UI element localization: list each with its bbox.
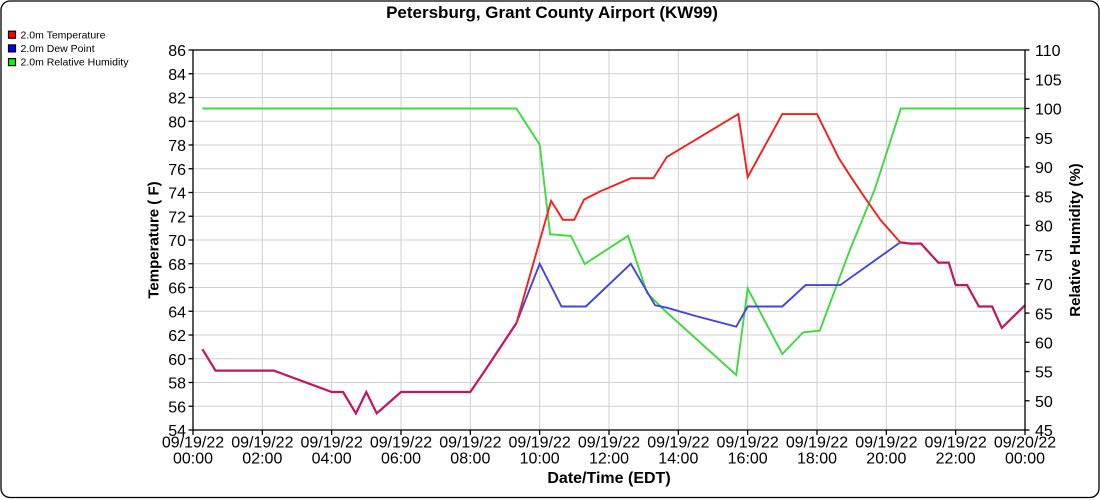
svg-text:64: 64 xyxy=(168,304,186,321)
svg-text:78: 78 xyxy=(168,138,186,155)
svg-text:86: 86 xyxy=(168,43,186,60)
svg-text:84: 84 xyxy=(168,67,186,84)
svg-text:60: 60 xyxy=(168,352,186,369)
svg-text:09/20/22: 09/20/22 xyxy=(994,435,1056,452)
svg-text:09/19/22: 09/19/22 xyxy=(439,435,501,452)
svg-text:85: 85 xyxy=(1035,189,1053,206)
svg-text:09/19/22: 09/19/22 xyxy=(855,435,917,452)
svg-text:16:00: 16:00 xyxy=(728,451,768,468)
svg-text:105: 105 xyxy=(1035,72,1062,89)
svg-text:2.0m Relative Humidity: 2.0m Relative Humidity xyxy=(21,57,130,69)
svg-text:04:00: 04:00 xyxy=(312,451,352,468)
svg-text:09/19/22: 09/19/22 xyxy=(647,435,709,452)
svg-text:06:00: 06:00 xyxy=(381,451,421,468)
svg-text:110: 110 xyxy=(1035,43,1061,60)
svg-text:72: 72 xyxy=(168,209,186,226)
svg-text:54: 54 xyxy=(168,423,186,440)
svg-text:70: 70 xyxy=(168,233,186,250)
svg-text:09/19/22: 09/19/22 xyxy=(717,435,779,452)
svg-text:Date/Time (EDT): Date/Time (EDT) xyxy=(547,470,670,487)
svg-text:09/19/22: 09/19/22 xyxy=(578,435,640,452)
svg-text:70: 70 xyxy=(1035,277,1053,294)
svg-text:22:00: 22:00 xyxy=(936,451,976,468)
svg-text:Petersburg, Grant County Airpo: Petersburg, Grant County Airport (KW99) xyxy=(386,3,718,22)
svg-text:2.0m Dew Point: 2.0m Dew Point xyxy=(21,43,95,55)
svg-text:09/19/22: 09/19/22 xyxy=(509,435,571,452)
svg-text:12:00: 12:00 xyxy=(589,451,629,468)
svg-text:50: 50 xyxy=(1035,394,1053,411)
svg-text:58: 58 xyxy=(168,376,186,393)
svg-text:00:00: 00:00 xyxy=(1005,451,1045,468)
svg-text:90: 90 xyxy=(1035,160,1053,177)
svg-text:08:00: 08:00 xyxy=(450,451,490,468)
svg-text:Temperature ( F): Temperature ( F) xyxy=(146,181,163,298)
svg-text:80: 80 xyxy=(1035,219,1053,236)
svg-text:09/19/22: 09/19/22 xyxy=(231,435,293,452)
svg-text:09/19/22: 09/19/22 xyxy=(370,435,432,452)
svg-text:14:00: 14:00 xyxy=(658,451,698,468)
svg-text:09/19/22: 09/19/22 xyxy=(301,435,363,452)
svg-text:68: 68 xyxy=(168,257,186,274)
svg-text:02:00: 02:00 xyxy=(242,451,282,468)
svg-text:20:00: 20:00 xyxy=(866,451,906,468)
svg-text:65: 65 xyxy=(1035,306,1053,323)
svg-text:66: 66 xyxy=(168,281,186,298)
svg-text:2.0m Temperature: 2.0m Temperature xyxy=(21,29,106,41)
svg-text:74: 74 xyxy=(168,186,186,203)
svg-text:09/19/22: 09/19/22 xyxy=(925,435,987,452)
svg-text:09/19/22: 09/19/22 xyxy=(162,435,224,452)
svg-text:56: 56 xyxy=(168,399,186,416)
svg-text:60: 60 xyxy=(1035,336,1053,353)
svg-text:62: 62 xyxy=(168,328,186,345)
svg-text:45: 45 xyxy=(1035,423,1053,440)
svg-text:55: 55 xyxy=(1035,365,1053,382)
svg-text:100: 100 xyxy=(1035,102,1062,119)
svg-text:18:00: 18:00 xyxy=(797,451,837,468)
svg-text:00:00: 00:00 xyxy=(173,451,213,468)
svg-text:10:00: 10:00 xyxy=(520,451,560,468)
svg-text:76: 76 xyxy=(168,162,186,179)
svg-text:82: 82 xyxy=(168,91,186,108)
svg-text:80: 80 xyxy=(168,114,186,131)
svg-text:09/19/22: 09/19/22 xyxy=(786,435,848,452)
svg-text:75: 75 xyxy=(1035,248,1053,265)
svg-text:95: 95 xyxy=(1035,131,1053,148)
svg-text:Relative Humidity (%): Relative Humidity (%) xyxy=(1067,163,1084,316)
